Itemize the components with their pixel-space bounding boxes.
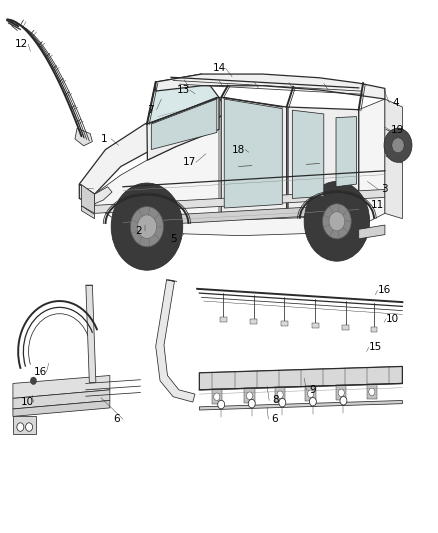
Polygon shape [123,204,359,227]
Circle shape [214,393,220,400]
Circle shape [279,398,286,407]
Polygon shape [367,384,377,399]
Circle shape [338,389,344,397]
Polygon shape [199,367,403,376]
Polygon shape [220,317,227,322]
Text: 4: 4 [392,98,399,108]
Circle shape [369,388,375,395]
Circle shape [277,391,283,399]
Polygon shape [13,416,36,434]
Circle shape [248,399,255,408]
Polygon shape [292,110,324,198]
Circle shape [218,400,225,409]
Circle shape [307,390,314,398]
Polygon shape [336,117,357,187]
Circle shape [340,397,347,405]
Polygon shape [371,327,378,332]
Text: 6: 6 [113,414,120,424]
Circle shape [309,398,316,406]
Circle shape [304,181,370,261]
Text: 6: 6 [272,414,278,424]
Text: 3: 3 [381,184,388,195]
Text: 7: 7 [147,104,153,115]
Polygon shape [79,98,228,194]
Text: 8: 8 [272,395,279,406]
Circle shape [138,215,156,238]
Text: 17: 17 [183,157,196,167]
Polygon shape [221,98,287,219]
Polygon shape [305,386,316,401]
Polygon shape [75,128,92,146]
Text: 11: 11 [371,200,384,211]
Polygon shape [147,74,219,124]
Polygon shape [81,206,95,219]
Polygon shape [288,107,359,213]
Circle shape [30,377,36,384]
Circle shape [329,212,345,231]
Circle shape [25,423,32,431]
Text: 1: 1 [101,134,108,144]
Text: 5: 5 [170,234,177,244]
Text: 19: 19 [391,125,404,135]
Polygon shape [212,389,222,404]
Polygon shape [311,323,318,328]
Polygon shape [13,390,110,409]
Polygon shape [224,99,283,208]
Text: 16: 16 [378,286,391,295]
Polygon shape [251,319,258,324]
Text: 14: 14 [212,63,226,73]
Text: 15: 15 [369,342,382,352]
Polygon shape [79,184,95,205]
Polygon shape [95,98,385,236]
Text: 10: 10 [20,397,33,407]
Polygon shape [95,189,385,213]
Polygon shape [199,400,403,410]
Text: 18: 18 [232,144,245,155]
Polygon shape [147,98,219,160]
Polygon shape [13,375,110,398]
Text: 13: 13 [177,85,190,95]
Polygon shape [359,225,385,239]
Polygon shape [95,187,112,204]
Polygon shape [199,367,403,390]
Polygon shape [281,321,288,326]
Circle shape [322,204,351,239]
Polygon shape [244,388,255,403]
Text: 10: 10 [386,313,399,324]
Circle shape [384,128,412,163]
Circle shape [111,183,183,270]
Circle shape [131,206,163,247]
Circle shape [392,138,404,153]
Polygon shape [151,99,217,150]
Text: 12: 12 [15,39,28,49]
Polygon shape [155,280,195,402]
Polygon shape [13,400,110,416]
Text: 9: 9 [310,385,316,395]
Circle shape [247,392,253,399]
Polygon shape [336,385,346,400]
Polygon shape [81,184,95,213]
Text: 16: 16 [33,367,46,377]
Polygon shape [275,387,286,402]
Polygon shape [86,285,96,382]
Text: 2: 2 [135,226,141,236]
Polygon shape [155,74,385,99]
Polygon shape [385,99,403,219]
Polygon shape [342,325,349,330]
Circle shape [17,423,24,431]
